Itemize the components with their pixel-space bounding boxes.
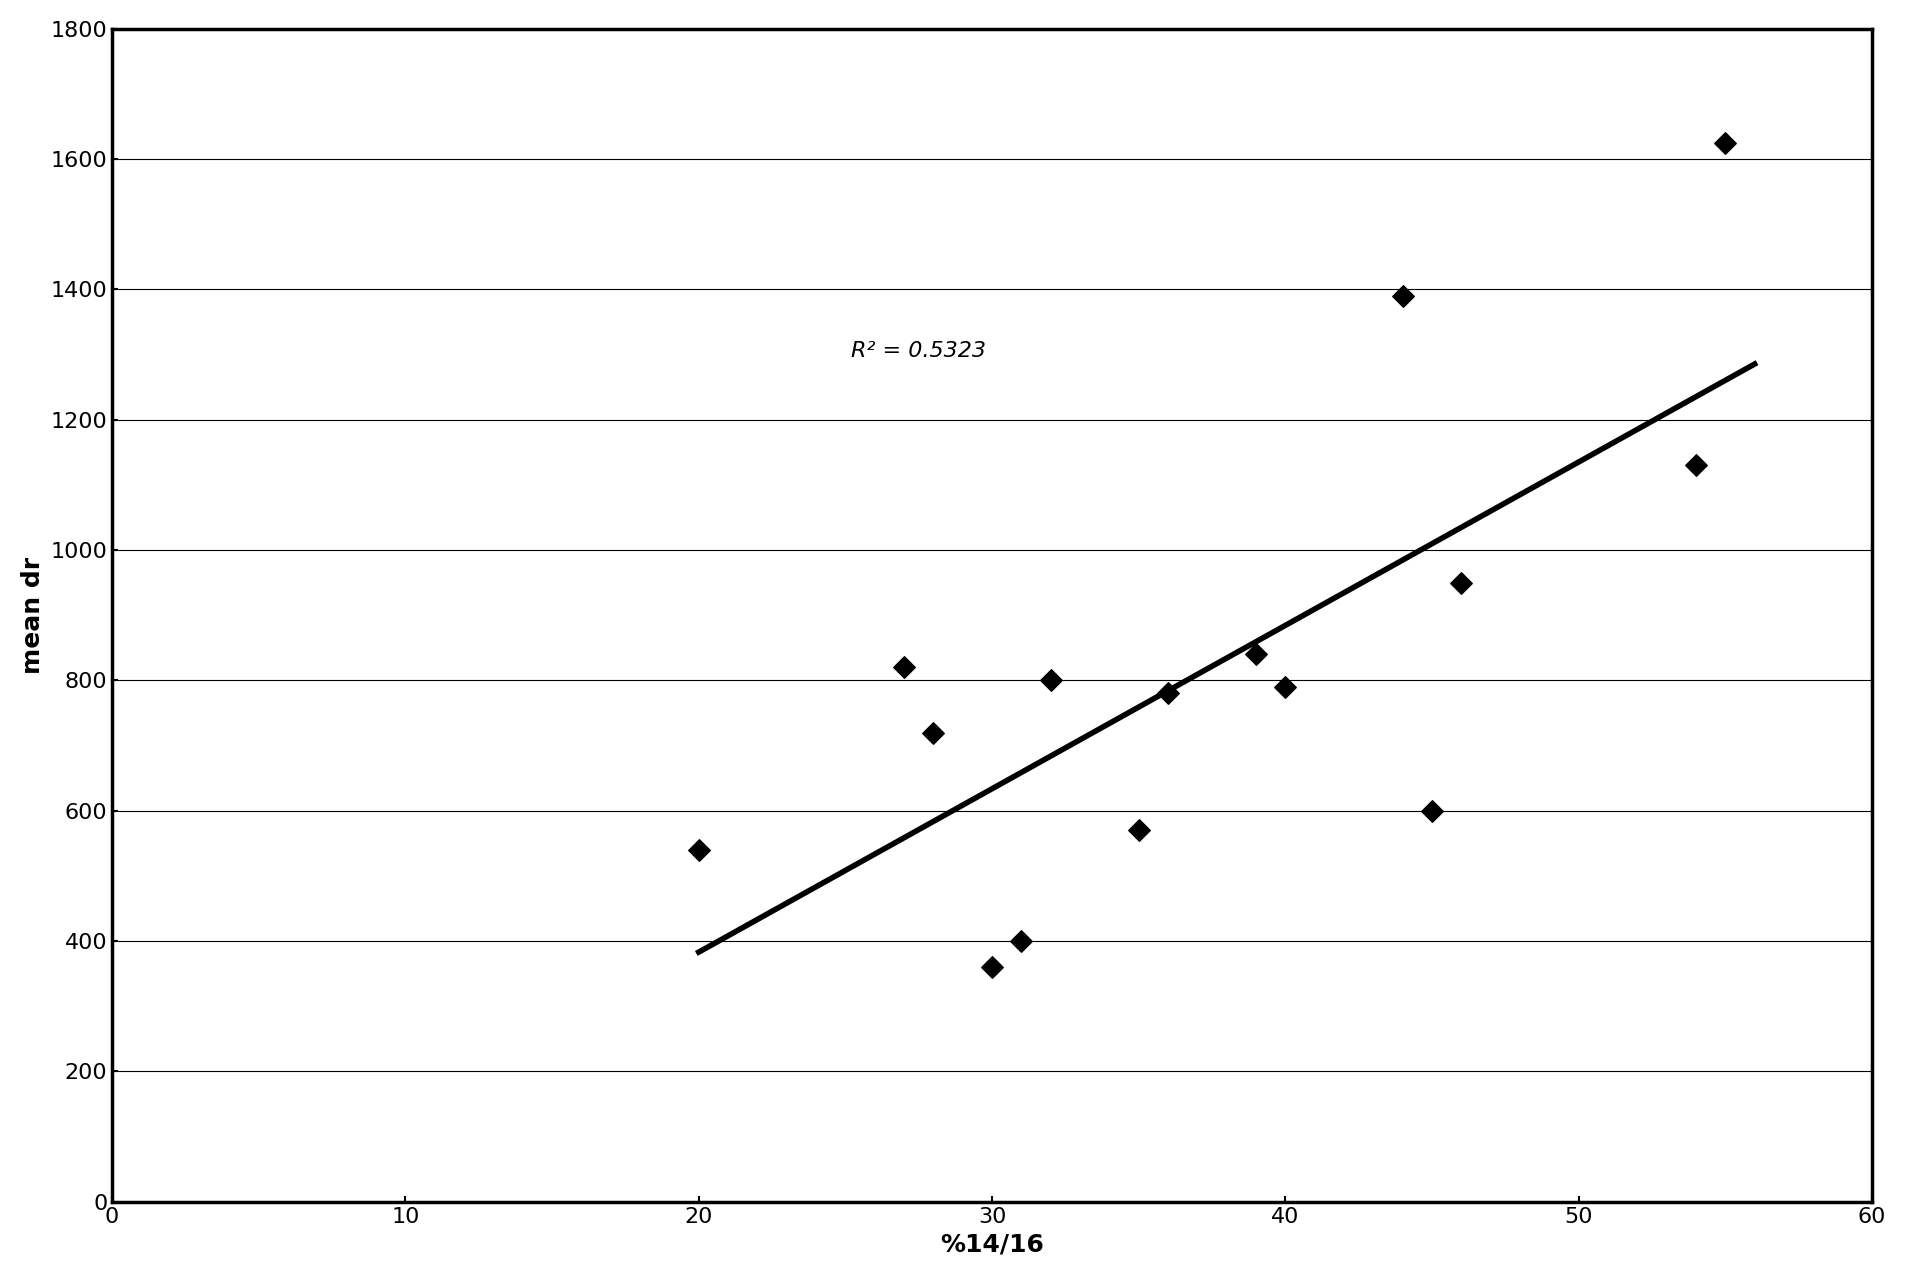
Point bbox=[1152, 683, 1182, 704]
Point bbox=[1270, 677, 1301, 697]
Point bbox=[1007, 931, 1037, 951]
Point bbox=[683, 840, 713, 861]
Point bbox=[976, 956, 1007, 977]
X-axis label: %14/16: %14/16 bbox=[940, 1232, 1043, 1257]
Y-axis label: mean dr: mean dr bbox=[21, 557, 46, 674]
Point bbox=[889, 658, 919, 678]
Point bbox=[1446, 572, 1476, 593]
Point bbox=[1388, 286, 1419, 306]
Point bbox=[1711, 133, 1741, 153]
Point bbox=[1680, 455, 1711, 475]
Point bbox=[1241, 644, 1272, 664]
Point bbox=[1036, 670, 1066, 691]
Text: R² = 0.5323: R² = 0.5323 bbox=[851, 341, 986, 361]
Point bbox=[917, 723, 948, 743]
Point bbox=[1123, 820, 1154, 840]
Point bbox=[1417, 801, 1447, 821]
